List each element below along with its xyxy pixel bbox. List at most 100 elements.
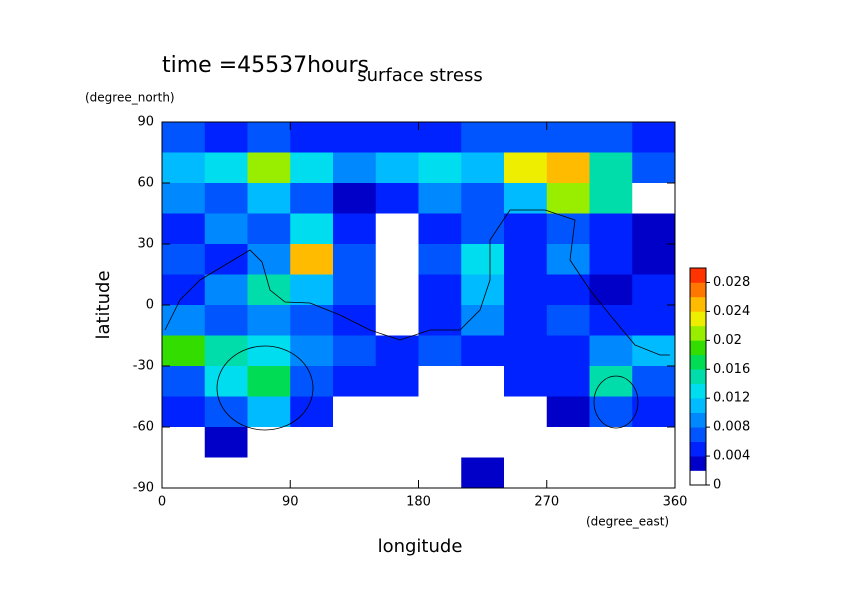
cell [333, 183, 377, 214]
colorbar-swatch [690, 441, 706, 457]
cell [247, 122, 291, 153]
cell [546, 396, 590, 428]
cell [375, 396, 419, 428]
cell [589, 152, 633, 184]
coastline [164, 209, 670, 356]
cell [204, 427, 248, 458]
coastline [216, 345, 314, 431]
x-tick-label: 360 [663, 495, 688, 510]
cell [632, 396, 676, 428]
cell [290, 213, 334, 245]
cell [632, 305, 676, 336]
x-tick-label: 90 [282, 495, 299, 510]
cell [375, 122, 419, 153]
cell [418, 305, 462, 336]
cell [290, 427, 334, 458]
colorbar-tick-label: 0.012 [713, 391, 750, 406]
cell [461, 335, 505, 367]
cell [418, 335, 462, 367]
cell [546, 152, 590, 184]
x-tick-label: 180 [406, 495, 431, 510]
axes: 0 90 180 270 360 -90 -60 -30 0 30 60 90 0 0.004 0.008 0… [133, 115, 750, 510]
colorbar-swatch [690, 325, 706, 341]
cell [546, 183, 590, 214]
y-unit: (degree_north) [85, 91, 175, 105]
cell [375, 427, 419, 458]
cell [504, 396, 548, 428]
cell [162, 183, 206, 214]
y-tick-label: 60 [137, 176, 154, 191]
cell [247, 152, 291, 184]
cell [375, 305, 419, 336]
cell [418, 457, 462, 489]
cell [504, 335, 548, 367]
cell [162, 152, 206, 184]
cell [247, 457, 291, 489]
colorbar-tick-label: 0.028 [713, 275, 750, 290]
field [162, 122, 676, 489]
cell [418, 183, 462, 214]
cell [290, 244, 334, 275]
cell [333, 213, 377, 245]
cell [162, 396, 206, 428]
cell [546, 305, 590, 336]
colorbar-swatch [690, 427, 706, 442]
cell [546, 244, 590, 275]
time-label: time =45537hours [162, 53, 369, 78]
colorbar-swatch [690, 383, 706, 399]
cell [461, 457, 505, 489]
colorbar-tick-label: 0.016 [713, 362, 750, 377]
y-tick-label: -90 [133, 481, 154, 496]
cell [461, 244, 505, 275]
cell [632, 366, 676, 397]
cell [290, 122, 334, 153]
cell [247, 305, 291, 336]
cell [290, 183, 334, 214]
cell [333, 122, 377, 153]
cell [589, 396, 633, 428]
cell [589, 335, 633, 367]
cell [204, 213, 248, 245]
cell [333, 335, 377, 367]
cell [589, 305, 633, 336]
colorbar-tick-label: 0.024 [713, 304, 750, 319]
cell [632, 122, 676, 153]
cell [290, 274, 334, 306]
cell [461, 122, 505, 153]
cell [375, 366, 419, 397]
cell [461, 183, 505, 214]
cell [546, 335, 590, 367]
cell [504, 213, 548, 245]
cell [589, 366, 633, 397]
cell [204, 152, 248, 184]
cell [290, 457, 334, 489]
colorbar-swatch [690, 282, 706, 298]
colorbar-tick-label: 0.004 [713, 449, 750, 464]
cell [418, 396, 462, 428]
cell [418, 152, 462, 184]
x-tick-label: 0 [158, 495, 166, 510]
x-axis-label: longitude [378, 536, 463, 557]
colorbar-swatch [690, 470, 706, 486]
cell [290, 305, 334, 336]
cell [162, 305, 206, 336]
cell [504, 457, 548, 489]
cell [632, 274, 676, 306]
cell [162, 122, 206, 153]
cell [375, 457, 419, 489]
coastline [593, 375, 639, 429]
cell [418, 122, 462, 153]
y-tick-label: 30 [137, 237, 154, 252]
colorbar-tick-label: 0 [713, 478, 721, 493]
cell [204, 305, 248, 336]
colorbar-swatch [690, 354, 706, 370]
cell [375, 274, 419, 306]
cell [632, 244, 676, 275]
cell [247, 274, 291, 306]
y-tick-label: -60 [133, 420, 154, 435]
cell [247, 183, 291, 214]
cell [162, 274, 206, 306]
cell [546, 457, 590, 489]
cell [504, 366, 548, 397]
